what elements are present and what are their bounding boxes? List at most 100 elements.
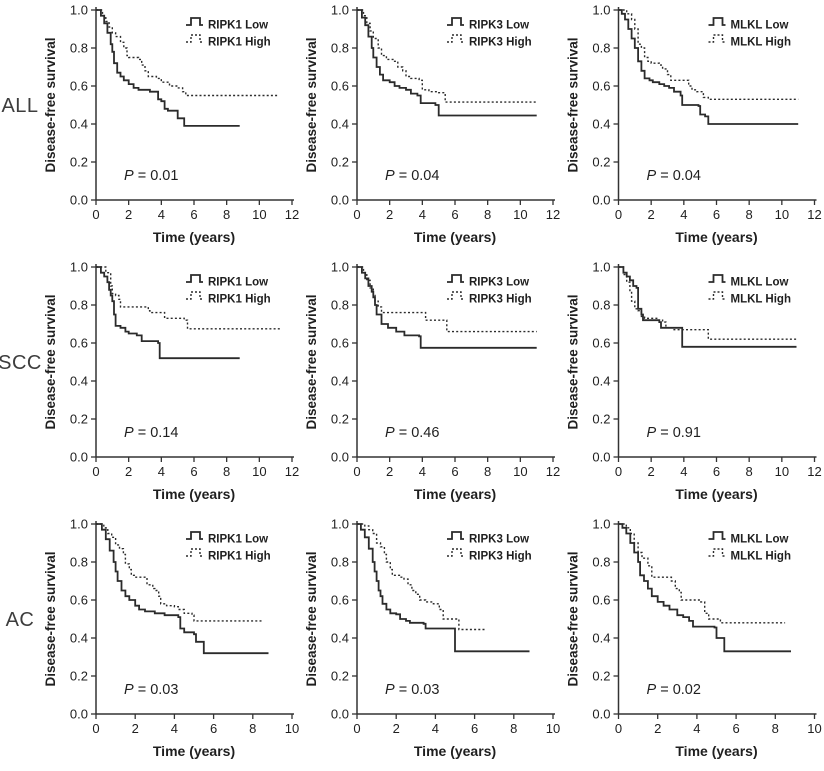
svg-text:RIPK1 High: RIPK1 High xyxy=(208,294,271,306)
svg-text:0.4: 0.4 xyxy=(592,374,610,389)
svg-text:P = 0.03: P = 0.03 xyxy=(385,682,439,698)
svg-text:0.6: 0.6 xyxy=(592,593,610,608)
svg-text:0.0: 0.0 xyxy=(331,450,349,465)
svg-text:6: 6 xyxy=(190,464,197,479)
svg-text:MLKL Low: MLKL Low xyxy=(731,20,789,32)
svg-text:Disease-free survival: Disease-free survival xyxy=(43,37,58,172)
svg-text:6: 6 xyxy=(732,721,739,736)
row-label-all: ALL xyxy=(1,95,39,117)
svg-text:8: 8 xyxy=(223,464,230,479)
svg-text:0.8: 0.8 xyxy=(592,41,610,56)
svg-text:0: 0 xyxy=(353,207,360,222)
svg-text:Disease-free survival: Disease-free survival xyxy=(43,551,58,686)
svg-text:Disease-free survival: Disease-free survival xyxy=(43,294,58,429)
svg-text:0.0: 0.0 xyxy=(70,450,88,465)
svg-text:0.6: 0.6 xyxy=(70,593,88,608)
svg-text:2: 2 xyxy=(386,464,393,479)
svg-text:0.2: 0.2 xyxy=(331,412,349,427)
svg-text:0.4: 0.4 xyxy=(331,374,349,389)
svg-text:8: 8 xyxy=(249,721,256,736)
svg-text:0.4: 0.4 xyxy=(70,117,88,132)
svg-text:0.8: 0.8 xyxy=(592,555,610,570)
svg-text:RIPK1 Low: RIPK1 Low xyxy=(208,20,268,32)
svg-text:1.0: 1.0 xyxy=(70,3,88,18)
svg-text:0.8: 0.8 xyxy=(70,298,88,313)
svg-text:0.6: 0.6 xyxy=(592,79,610,94)
km-panel-scc-ripk1: 0.0 0.2 0.4 0.6 0.8 1.0 0 2 4 6 8 10 12 Disease-free … xyxy=(40,257,301,514)
svg-text:8: 8 xyxy=(772,721,779,736)
svg-text:0.0: 0.0 xyxy=(331,193,349,208)
svg-text:Disease-free survival: Disease-free survival xyxy=(304,37,319,172)
svg-text:Time (years): Time (years) xyxy=(675,229,757,245)
km-panel-ac-ripk1: 0.0 0.2 0.4 0.6 0.8 1.0 0 2 4 6 8 10 Disease-free su… xyxy=(40,514,301,771)
svg-text:P = 0.91: P = 0.91 xyxy=(647,425,701,441)
svg-text:12: 12 xyxy=(546,464,560,479)
svg-text:4: 4 xyxy=(158,207,165,222)
svg-text:6: 6 xyxy=(190,207,197,222)
svg-text:8: 8 xyxy=(746,207,753,222)
svg-text:12: 12 xyxy=(807,464,821,479)
row-label-ac: AC xyxy=(5,609,35,631)
svg-text:P = 0.04: P = 0.04 xyxy=(647,168,701,184)
svg-text:RIPK1 Low: RIPK1 Low xyxy=(208,277,268,289)
svg-text:0.0: 0.0 xyxy=(592,707,610,722)
svg-text:2: 2 xyxy=(132,721,139,736)
svg-text:0.6: 0.6 xyxy=(331,336,349,351)
svg-text:Disease-free survival: Disease-free survival xyxy=(566,294,581,429)
svg-text:0.0: 0.0 xyxy=(70,707,88,722)
svg-text:Disease-free survival: Disease-free survival xyxy=(566,37,581,172)
svg-text:RIPK1 High: RIPK1 High xyxy=(208,551,271,563)
svg-text:4: 4 xyxy=(680,207,687,222)
svg-text:4: 4 xyxy=(680,464,687,479)
svg-text:0.2: 0.2 xyxy=(592,412,610,427)
svg-text:RIPK1 Low: RIPK1 Low xyxy=(208,534,268,546)
svg-text:0.2: 0.2 xyxy=(70,669,88,684)
svg-text:6: 6 xyxy=(713,464,720,479)
svg-text:RIPK3 Low: RIPK3 Low xyxy=(469,277,529,289)
svg-text:0.4: 0.4 xyxy=(70,374,88,389)
svg-text:Disease-free survival: Disease-free survival xyxy=(304,551,319,686)
svg-text:RIPK1 High: RIPK1 High xyxy=(208,37,271,49)
svg-text:0.4: 0.4 xyxy=(331,631,349,646)
svg-text:RIPK3 High: RIPK3 High xyxy=(469,551,532,563)
svg-text:6: 6 xyxy=(451,207,458,222)
svg-text:1.0: 1.0 xyxy=(331,260,349,275)
km-panel-all-ripk3: 0.0 0.2 0.4 0.6 0.8 1.0 0 2 4 6 8 10 12 Disease-free … xyxy=(301,0,562,257)
svg-text:0.6: 0.6 xyxy=(70,79,88,94)
svg-text:12: 12 xyxy=(285,207,299,222)
km-panel-all-ripk1: 0.0 0.2 0.4 0.6 0.8 1.0 0 2 4 6 8 10 12 Disease-free … xyxy=(40,0,301,257)
svg-text:1.0: 1.0 xyxy=(592,260,610,275)
svg-text:1.0: 1.0 xyxy=(70,260,88,275)
svg-text:4: 4 xyxy=(419,207,426,222)
svg-text:8: 8 xyxy=(484,464,491,479)
svg-text:RIPK3 High: RIPK3 High xyxy=(469,294,532,306)
svg-text:10: 10 xyxy=(285,721,299,736)
svg-text:10: 10 xyxy=(807,721,821,736)
svg-text:Time (years): Time (years) xyxy=(153,486,235,502)
svg-text:2: 2 xyxy=(648,207,655,222)
svg-text:0: 0 xyxy=(92,721,99,736)
svg-text:Time (years): Time (years) xyxy=(414,743,496,759)
svg-text:10: 10 xyxy=(775,464,789,479)
svg-text:0.8: 0.8 xyxy=(331,41,349,56)
svg-text:0.2: 0.2 xyxy=(592,155,610,170)
svg-text:0.4: 0.4 xyxy=(70,631,88,646)
svg-text:4: 4 xyxy=(419,464,426,479)
svg-text:8: 8 xyxy=(223,207,230,222)
svg-text:RIPK3 Low: RIPK3 Low xyxy=(469,20,529,32)
svg-text:1.0: 1.0 xyxy=(331,517,349,532)
svg-text:0.2: 0.2 xyxy=(592,669,610,684)
svg-text:MLKL Low: MLKL Low xyxy=(731,277,789,289)
svg-text:Time (years): Time (years) xyxy=(153,229,235,245)
svg-text:4: 4 xyxy=(432,721,439,736)
svg-text:0: 0 xyxy=(615,464,622,479)
svg-text:2: 2 xyxy=(654,721,661,736)
svg-text:8: 8 xyxy=(484,207,491,222)
svg-text:6: 6 xyxy=(451,464,458,479)
svg-text:10: 10 xyxy=(252,207,266,222)
svg-text:0.0: 0.0 xyxy=(592,450,610,465)
svg-text:1.0: 1.0 xyxy=(70,517,88,532)
svg-text:2: 2 xyxy=(386,207,393,222)
svg-text:0.2: 0.2 xyxy=(331,669,349,684)
